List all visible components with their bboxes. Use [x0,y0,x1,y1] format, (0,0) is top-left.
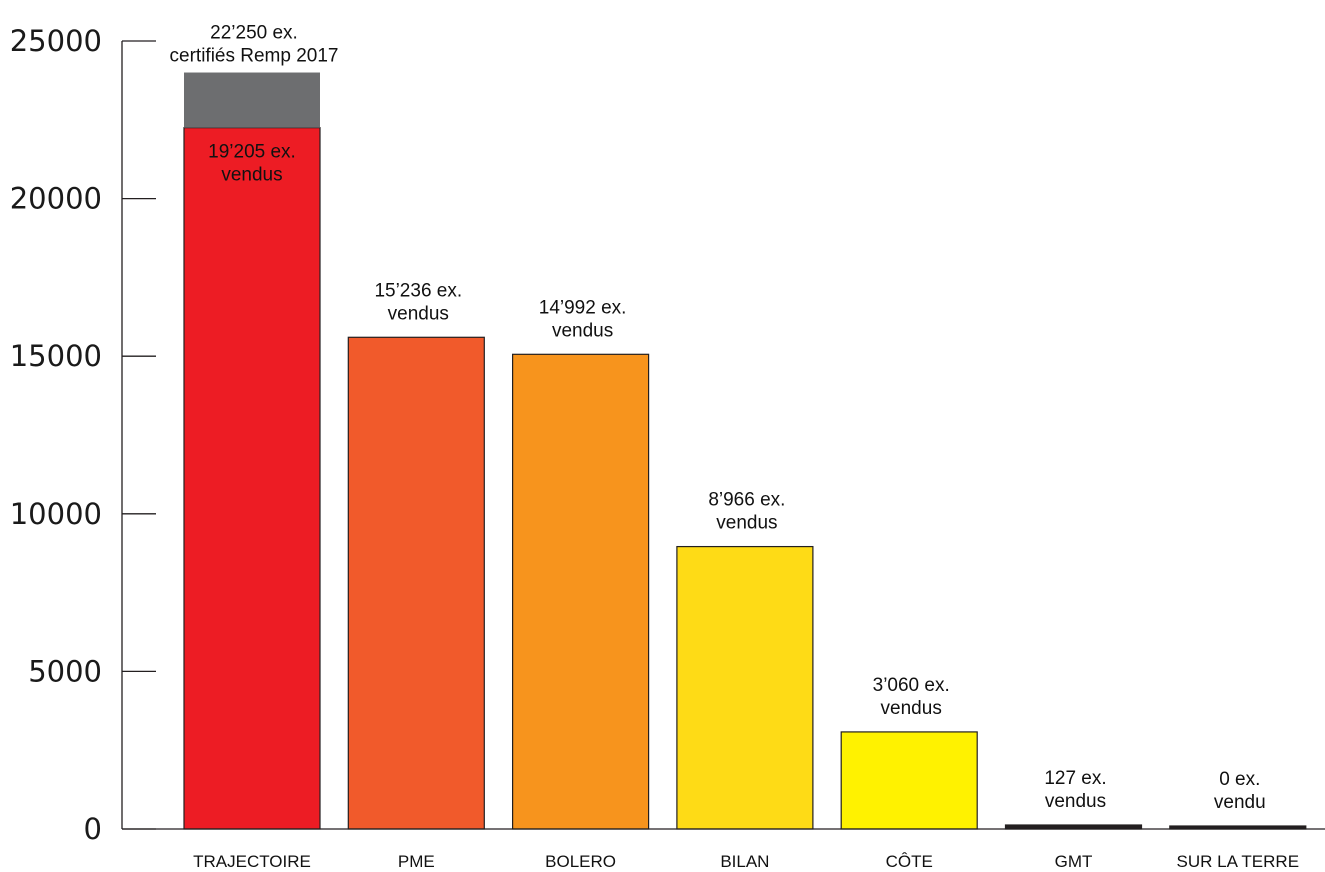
data-label: vendus [1045,791,1106,812]
data-label: 14’992 ex. [539,297,627,318]
data-label: 15’236 ex. [374,280,462,301]
data-label: vendus [881,698,942,719]
data-label: certifiés Remp 2017 [170,46,339,67]
data-label: vendus [716,513,777,534]
bar-bolero [511,353,650,830]
x-tick-label: CÔTE [886,852,933,871]
x-tick-label: PME [398,852,435,871]
y-axis: 0 5000 10000 15000 20000 25000 [10,24,156,846]
y-tick-label: 20000 [10,182,102,216]
bar-pme [347,336,485,830]
data-label: vendus [388,303,449,324]
bar-trajectoire [183,127,321,830]
x-tick-label: GMT [1055,852,1093,871]
data-label: 22’250 ex. [210,23,298,44]
y-tick-label: 15000 [10,339,102,373]
x-tick-label: BILAN [720,852,769,871]
data-label: vendus [221,165,282,186]
bar-bilan [676,545,814,830]
x-tick-label: BOLERO [545,852,616,871]
y-tick-label: 0 [84,812,102,846]
data-label: 19’205 ex. [208,142,296,163]
data-label: vendus [552,320,613,341]
data-label: 127 ex. [1044,768,1106,789]
data-label: 3’060 ex. [873,675,950,696]
bar-c-te [840,731,978,830]
bar-segment-certified [184,72,320,128]
x-axis: TRAJECTOIRE PME BOLERO BILAN CÔTE GMT SUR LA T… [122,828,1325,871]
data-label: 8’966 ex. [708,490,785,511]
data-label: 0 ex. [1219,769,1260,790]
x-tick-label: SUR LA TERRE [1177,852,1300,871]
y-tick-label: 10000 [10,497,102,531]
x-tick-label: TRAJECTOIRE [193,852,311,871]
data-label: vendu [1214,792,1266,813]
y-tick-label: 5000 [28,654,102,688]
y-tick-label: 25000 [10,24,102,58]
